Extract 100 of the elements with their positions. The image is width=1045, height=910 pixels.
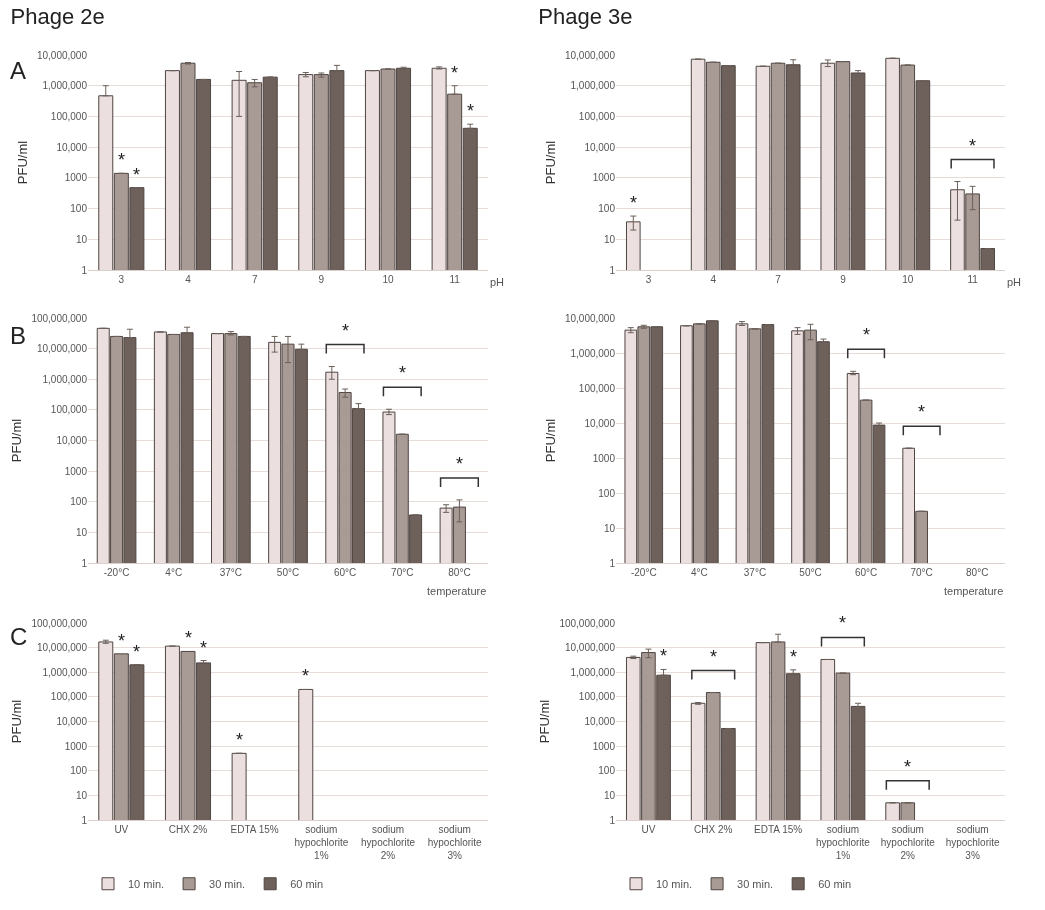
- x-tick-label: EDTA 15%: [753, 824, 803, 835]
- x-axis-title: pH: [490, 276, 505, 288]
- x-tick-label: 3: [645, 274, 652, 285]
- data-label: *: [133, 165, 141, 185]
- legend-label: 30 min.: [209, 878, 246, 891]
- y-tick-label: 1,000,000: [42, 373, 88, 385]
- y-tick-label: 100: [598, 487, 616, 499]
- x-tick-label: sodium hypochlorite 2%: [880, 824, 936, 861]
- y-tick-label: 100,000: [578, 110, 616, 122]
- data-label: *: [969, 136, 977, 156]
- y-tick-label: 1000: [592, 452, 616, 464]
- data-label: *: [133, 642, 141, 662]
- data-label: *: [904, 757, 912, 777]
- x-tick-label: sodium hypochlorite 3%: [945, 824, 1000, 861]
- y-tick-label: 10: [603, 233, 616, 245]
- legend-label: 10 min.: [656, 878, 693, 891]
- y-axis-title: PFU/ml: [542, 418, 558, 463]
- y-tick-label: 100: [70, 203, 88, 215]
- x-tick-label: 37°C: [219, 567, 243, 578]
- y-tick-label: 10,000,000: [564, 642, 616, 654]
- data-label: *: [467, 101, 475, 121]
- y-tick-label: 10,000: [56, 716, 88, 727]
- x-tick-label: 4: [185, 274, 192, 285]
- x-tick-label: 80°C: [448, 567, 471, 578]
- y-axis-title: PFU/ml: [542, 140, 558, 185]
- x-tick-label: 10: [902, 274, 914, 285]
- y-tick-label: 100,000: [50, 404, 88, 416]
- data-label: *: [710, 647, 718, 667]
- y-tick-label: 10,000,000: [564, 312, 616, 324]
- y-tick-label: 1000: [64, 172, 88, 184]
- x-tick-label: sodium hypochlorite 1%: [294, 824, 349, 861]
- x-tick-label: 9: [318, 274, 325, 285]
- y-tick-label: 10,000,000: [564, 49, 616, 61]
- data-label: *: [200, 638, 208, 658]
- x-tick-label: 10: [382, 274, 394, 285]
- y-tick-label: 10: [75, 233, 88, 245]
- y-tick-label: 100,000: [50, 110, 88, 122]
- y-tick-label: 1000: [592, 740, 616, 752]
- y-axis-title: PFU/ml: [9, 418, 25, 463]
- y-axis-title: PFU/ml: [9, 699, 25, 744]
- x-tick-label: 50°C: [276, 567, 300, 578]
- x-tick-label: 80°C: [966, 567, 989, 578]
- data-label: *: [302, 666, 310, 686]
- data-label: *: [236, 730, 244, 750]
- y-tick-label: 100,000,000: [559, 617, 616, 629]
- y-tick-label: 100: [598, 203, 616, 215]
- x-tick-label: 11: [967, 274, 979, 285]
- y-tick-label: 1000: [64, 740, 88, 752]
- y-tick-label: 10: [603, 522, 616, 534]
- y-tick-label: 1,000,000: [42, 80, 88, 92]
- y-tick-label: 10,000: [56, 435, 88, 446]
- text: C: [10, 623, 28, 650]
- y-tick-label: 1: [609, 264, 616, 276]
- x-tick-label: sodium hypochlorite 1%: [815, 824, 871, 861]
- x-tick-label: 37°C: [743, 567, 767, 578]
- x-tick-label: sodium hypochlorite 3%: [427, 824, 483, 861]
- y-axis-title: PFU/ml: [14, 140, 30, 185]
- x-tick-label: CHX 2%: [694, 824, 733, 835]
- y-tick-label: 10: [75, 526, 88, 538]
- data-label: *: [863, 325, 871, 345]
- y-tick-label: 10,000,000: [36, 343, 88, 355]
- y-tick-label: 10,000: [584, 716, 616, 727]
- y-tick-label: 1,000,000: [570, 80, 616, 92]
- y-tick-label: 100,000,000: [31, 617, 88, 629]
- y-tick-label: 10,000,000: [36, 49, 88, 61]
- y-tick-label: 10: [75, 789, 88, 801]
- y-tick-label: 10,000: [584, 141, 616, 153]
- y-axis-title: PFU/ml: [537, 699, 553, 744]
- x-tick-label: UV: [641, 824, 656, 835]
- y-tick-label: 10,000: [56, 141, 88, 153]
- text: A: [10, 57, 27, 84]
- legend-label: 10 min.: [128, 878, 165, 891]
- y-tick-label: 1: [81, 814, 88, 826]
- data-label: *: [918, 402, 926, 422]
- y-tick-label: 1000: [592, 172, 616, 184]
- x-axis-title: temperature: [427, 585, 487, 597]
- x-tick-label: 4: [710, 274, 717, 285]
- y-tick-label: 1,000,000: [42, 666, 88, 678]
- y-tick-label: 1: [609, 814, 616, 826]
- x-tick-label: sodium hypochlorite 2%: [361, 824, 416, 861]
- y-tick-label: 100,000: [578, 382, 616, 394]
- x-tick-label: 4°C: [690, 567, 708, 578]
- data-label: *: [118, 150, 126, 170]
- x-tick-label: -20°C: [103, 567, 130, 578]
- x-tick-label: CHX 2%: [168, 824, 208, 835]
- x-tick-label: 60°C: [854, 567, 878, 578]
- data-label: *: [451, 63, 459, 83]
- chart-title: Phage 2e: [10, 4, 105, 30]
- y-tick-label: 1: [81, 557, 88, 569]
- x-tick-label: 4°C: [165, 567, 183, 578]
- y-tick-label: 1,000,000: [570, 666, 616, 678]
- data-label: *: [185, 628, 193, 648]
- x-axis-title: pH: [1007, 276, 1022, 288]
- y-tick-label: 100,000: [50, 691, 88, 703]
- legend-label: 60 min: [818, 878, 852, 891]
- x-tick-label: UV: [114, 824, 129, 835]
- y-tick-label: 100: [598, 765, 616, 777]
- data-label: *: [342, 321, 350, 341]
- y-tick-label: 1: [609, 557, 616, 569]
- x-tick-label: 50°C: [799, 567, 822, 578]
